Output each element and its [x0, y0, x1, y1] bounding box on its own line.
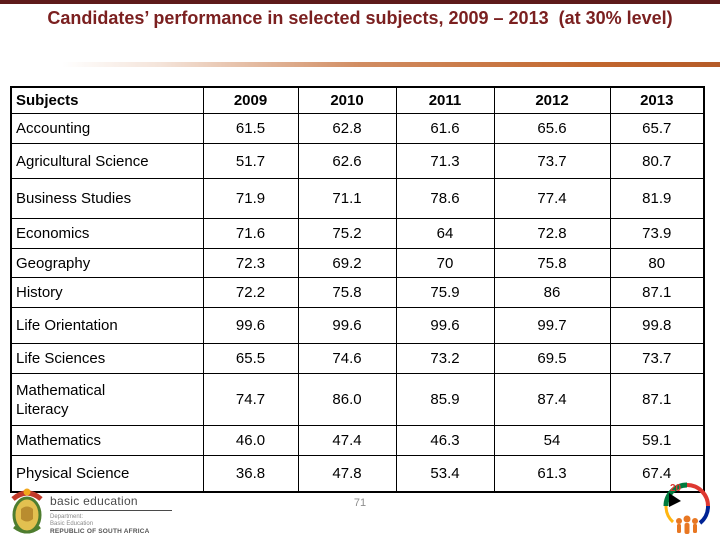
value-cell: 85.9 — [395, 373, 495, 426]
value-cell: 53.4 — [395, 455, 495, 492]
value-cell: 71.1 — [297, 178, 397, 219]
dept-line-department: Department: — [50, 514, 84, 520]
subject-cell: Agricultural Science — [10, 143, 204, 179]
dept-line-basic-education: Basic Education — [50, 521, 94, 527]
value-cell: 65.5 — [202, 343, 299, 374]
subject-cell: Mathematical Literacy — [10, 373, 204, 426]
value-cell: 99.6 — [202, 307, 299, 344]
value-cell: 65.7 — [609, 113, 705, 144]
value-cell: 62.8 — [297, 113, 397, 144]
table-row: Physical Science 36.8 47.8 53.4 61.3 67.4 — [10, 455, 705, 492]
value-cell: 51.7 — [202, 143, 299, 179]
header-year-2009: 2009 — [202, 86, 299, 114]
performance-table: Subjects 2009 2010 2011 2012 2013 Accounting 6… — [10, 86, 705, 493]
table-header-row: Subjects 2009 2010 2011 2012 2013 — [10, 86, 705, 114]
value-cell: 99.7 — [493, 307, 611, 344]
value-cell: 54 — [493, 425, 611, 456]
value-cell: 73.2 — [395, 343, 495, 374]
value-cell: 74.7 — [202, 373, 299, 426]
svg-text:20: 20 — [670, 483, 682, 494]
dept-wordmark: basic education — [50, 494, 172, 511]
subject-cell: Economics — [10, 218, 204, 249]
table-row: History 72.2 75.8 75.9 86 87.1 — [10, 277, 705, 308]
slide-title: Candidates’ performance in selected subj… — [47, 8, 673, 28]
value-cell: 99.6 — [297, 307, 397, 344]
value-cell: 75.8 — [297, 277, 397, 308]
value-cell: 47.8 — [297, 455, 397, 492]
value-cell: 87.1 — [609, 373, 705, 426]
table-row: Geography 72.3 69.2 70 75.8 80 — [10, 248, 705, 278]
value-cell: 74.6 — [297, 343, 397, 374]
subject-cell: Business Studies — [10, 178, 204, 219]
header-year-2012: 2012 — [493, 86, 611, 114]
value-cell: 70 — [395, 248, 495, 278]
page-number: 71 — [353, 497, 367, 509]
value-cell: 61.5 — [202, 113, 299, 144]
header-year-2010: 2010 — [297, 86, 397, 114]
value-cell: 71.3 — [395, 143, 495, 179]
table-row: Agricultural Science 51.7 62.6 71.3 73.7 80.7 — [10, 143, 705, 179]
top-border-bar — [0, 0, 720, 4]
value-cell: 46.3 — [395, 425, 495, 456]
dept-line-republic: REPUBLIC OF SOUTH AFRICA — [50, 528, 150, 535]
value-cell: 99.8 — [609, 307, 705, 344]
value-cell: 99.6 — [395, 307, 495, 344]
value-cell: 80 — [609, 248, 705, 278]
header-year-2013: 2013 — [609, 86, 705, 114]
table-row: Mathematics 46.0 47.4 46.3 54 59.1 — [10, 425, 705, 456]
department-logo-block: basic education Department: Basic Educat… — [10, 485, 172, 542]
table-row: Economics 71.6 75.2 64 72.8 73.9 — [10, 218, 705, 249]
subject-cell: Geography — [10, 248, 204, 278]
value-cell: 71.9 — [202, 178, 299, 219]
value-cell: 46.0 — [202, 425, 299, 456]
value-cell: 75.2 — [297, 218, 397, 249]
header-year-2011: 2011 — [395, 86, 495, 114]
value-cell: 61.6 — [395, 113, 495, 144]
value-cell: 86.0 — [297, 373, 397, 426]
value-cell: 72.3 — [202, 248, 299, 278]
value-cell: 78.6 — [395, 178, 495, 219]
subject-cell: Mathematics — [10, 425, 204, 456]
value-cell: 72.2 — [202, 277, 299, 308]
freedom-20-years-icon: 20 — [657, 477, 717, 539]
value-cell: 87.4 — [493, 373, 611, 426]
value-cell: 64 — [395, 218, 495, 249]
value-cell: 72.8 — [493, 218, 611, 249]
value-cell: 67.4 — [609, 455, 705, 492]
value-cell: 75.9 — [395, 277, 495, 308]
table-row: Mathematical Literacy 74.7 86.0 85.9 87.4 87.… — [10, 373, 705, 426]
subject-cell: Life Orientation — [10, 307, 204, 344]
header-subjects: Subjects — [10, 86, 204, 114]
value-cell: 61.3 — [493, 455, 611, 492]
value-cell: 80.7 — [609, 143, 705, 179]
value-cell: 62.6 — [297, 143, 397, 179]
subject-cell: Accounting — [10, 113, 204, 144]
value-cell: 71.6 — [202, 218, 299, 249]
value-cell: 47.4 — [297, 425, 397, 456]
value-cell: 87.1 — [609, 277, 705, 308]
value-cell: 73.7 — [493, 143, 611, 179]
title-divider — [62, 62, 720, 67]
subject-cell: History — [10, 277, 204, 308]
value-cell: 69.5 — [493, 343, 611, 374]
table-row: Life Sciences 65.5 74.6 73.2 69.5 73.7 — [10, 343, 705, 374]
value-cell: 65.6 — [493, 113, 611, 144]
table-row: Business Studies 71.9 71.1 78.6 77.4 81.9 — [10, 178, 705, 219]
table-row: Life Orientation 99.6 99.6 99.6 99.7 99.8 — [10, 307, 705, 344]
value-cell: 77.4 — [493, 178, 611, 219]
subject-cell: Physical Science — [10, 455, 204, 492]
value-cell: 86 — [493, 277, 611, 308]
value-cell: 75.8 — [493, 248, 611, 278]
value-cell: 59.1 — [609, 425, 705, 456]
value-cell: 73.9 — [609, 218, 705, 249]
value-cell: 69.2 — [297, 248, 397, 278]
subject-cell: Life Sciences — [10, 343, 204, 374]
value-cell: 81.9 — [609, 178, 705, 219]
coat-of-arms-icon — [10, 485, 44, 542]
table-row: Accounting 61.5 62.8 61.6 65.6 65.7 — [10, 113, 705, 144]
value-cell: 36.8 — [202, 455, 299, 492]
value-cell: 73.7 — [609, 343, 705, 374]
